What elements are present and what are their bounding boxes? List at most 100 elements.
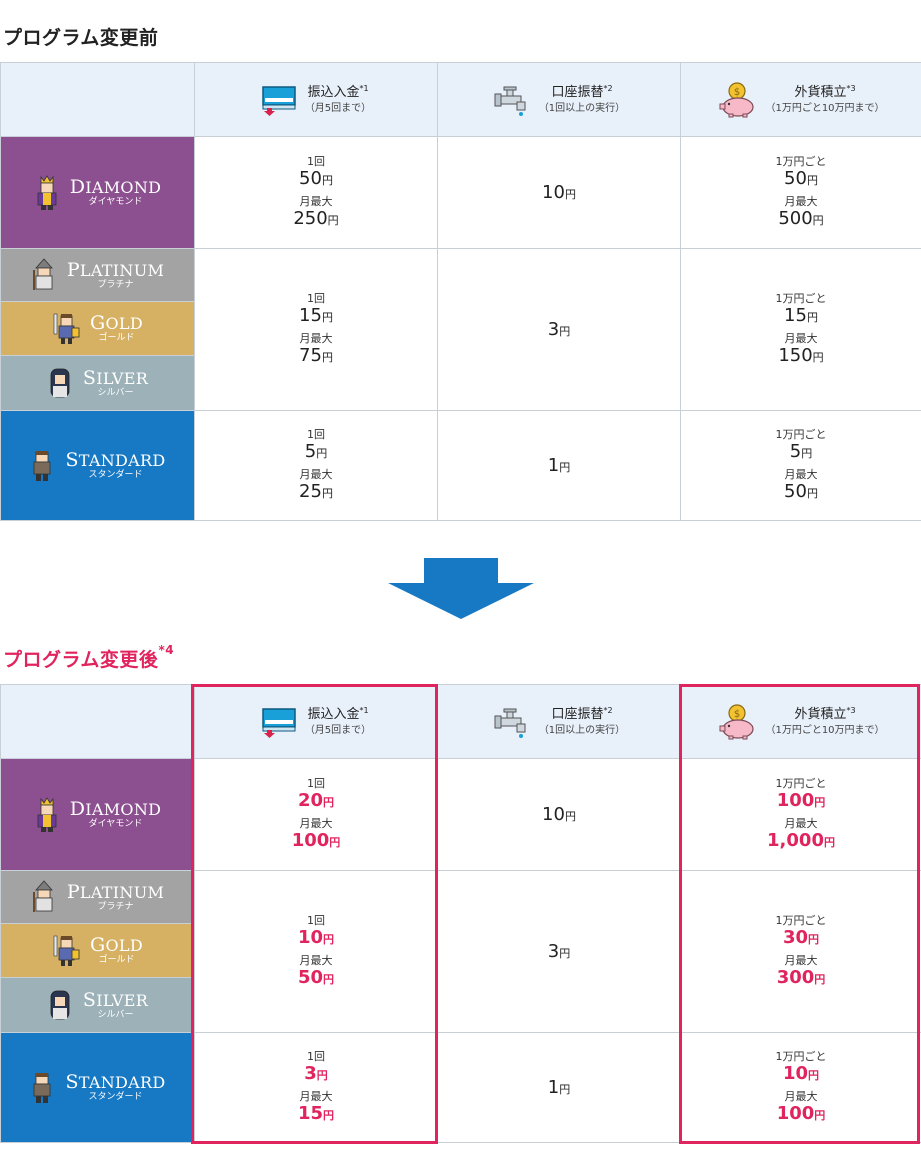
label-per-10k: 1万円ごと	[775, 777, 827, 791]
tier-silver-kana: シルバー	[97, 387, 134, 398]
tier-gold: GOLD ゴールド	[0, 301, 195, 356]
label-monthly-max: 月最大	[299, 468, 333, 481]
transfer-card-icon	[262, 707, 296, 738]
row-standard: STANDARD スタンダード 1回 3円 月最大 15円 1円 1万円ごと 1…	[0, 1032, 921, 1143]
tier-gold-kana: ゴールド	[98, 333, 135, 343]
yen-unit: 円	[564, 810, 576, 823]
header-debit-name: 口座振替	[551, 706, 604, 722]
cell-after-standard-fx: 1万円ごと 10円 月最大 100円	[680, 1032, 921, 1143]
value-debit: 3	[547, 941, 560, 962]
header-row: 振込入金*1 （月5回まで） 口座振替*2 （1回以上の実行）	[0, 684, 921, 759]
header-fx-sub: （1万円ごと10万円まで）	[765, 102, 885, 114]
yen-unit: 円	[808, 933, 820, 947]
yen-unit: 円	[814, 1109, 826, 1123]
value-fx-max: 300	[776, 967, 815, 989]
header-fx-sup: *3	[846, 83, 856, 93]
silver-nun-icon	[50, 368, 70, 398]
tier-standard: STANDARD スタンダード	[0, 1032, 195, 1143]
tier-diamond-rest: IAMOND	[85, 178, 162, 198]
cell-before-standard-transfer: 1回 5円 月最大 25円	[194, 410, 438, 521]
yen-unit: 円	[812, 214, 824, 228]
label-per-time: 1回	[307, 155, 325, 169]
header-fx: $ 外貨積立*3 （1万円ごと10万円まで）	[680, 62, 921, 137]
value-fx-per: 30	[782, 927, 809, 949]
label-monthly-max: 月最大	[784, 954, 818, 967]
value-fx-per: 10	[782, 1063, 809, 1085]
cell-before-mid-debit: 3円	[437, 248, 681, 411]
header-transfer-sub: （月5回まで）	[304, 102, 372, 114]
label-monthly-max: 月最大	[784, 332, 818, 345]
label-per-10k: 1万円ごと	[775, 292, 827, 306]
cell-before-diamond-transfer: 1回 50円 月最大 250円	[194, 136, 438, 249]
yen-unit: 円	[814, 973, 826, 987]
tier-diamond-rest: IAMOND	[85, 800, 162, 820]
value-fx-per: 5	[789, 441, 802, 463]
yen-unit: 円	[323, 933, 335, 947]
label-per-10k: 1万円ごと	[775, 155, 827, 169]
platinum-wizard-icon	[32, 258, 53, 290]
cell-before-standard-fx: 1万円ごと 5円 月最大 50円	[680, 410, 921, 521]
tier-standard-cap: S	[65, 1071, 79, 1094]
yen-unit: 円	[321, 487, 333, 501]
tier-gold: GOLD ゴールド	[0, 923, 195, 978]
yen-unit: 円	[812, 351, 824, 365]
title-after-sup: *4	[158, 643, 175, 657]
value-fx-max: 500	[778, 208, 813, 230]
row-silver: SILVER シルバー	[0, 355, 921, 411]
header-empty-cell	[0, 62, 195, 137]
cell-before-diamond-debit: 10円	[437, 136, 681, 249]
transfer-card-icon	[262, 85, 296, 116]
value-transfer-once: 5	[304, 441, 317, 463]
standard-villager-icon	[34, 1072, 51, 1103]
cell-after-standard-debit: 1円	[437, 1032, 681, 1143]
yen-unit: 円	[327, 214, 339, 228]
row-platinum: PLATINUM プラチナ 1回 15円 月最大 75円 3円 1万円ごと 15…	[0, 248, 921, 411]
value-debit: 3	[547, 319, 560, 340]
yen-unit: 円	[806, 311, 818, 325]
tier-silver-rest: ILVER	[96, 990, 149, 1010]
cell-before-mid-fx: 1万円ごと 15円 月最大 150円	[680, 248, 921, 411]
header-transfer-name: 振込入金	[307, 84, 360, 100]
header-empty-cell	[0, 684, 195, 759]
cell-before-mid-transfer: 1回 15円 月最大 75円	[194, 248, 438, 411]
tier-silver-kana: シルバー	[97, 1009, 134, 1020]
title-before: プログラム変更前	[3, 27, 159, 49]
title-after: プログラム変更後*4	[3, 643, 175, 672]
label-per-time: 1回	[307, 914, 325, 928]
value-transfer-max: 50	[297, 967, 324, 989]
title-after-text: プログラム変更後	[3, 649, 159, 671]
faucet-icon	[494, 86, 526, 116]
value-transfer-max: 25	[299, 481, 322, 503]
header-debit: 口座振替*2 （1回以上の実行）	[437, 684, 681, 759]
label-per-10k: 1万円ごと	[775, 428, 827, 442]
tier-platinum-kana: プラチナ	[97, 901, 134, 912]
faucet-icon	[494, 708, 526, 738]
row-standard: STANDARD スタンダード 1回 5円 月最大 25円 1円 1万円ごと 5…	[0, 410, 921, 521]
cell-after-mid-fx: 1万円ごと 30円 月最大 300円	[680, 870, 921, 1033]
tier-standard-rest: TANDARD	[78, 1073, 166, 1093]
row-silver: SILVER シルバー	[0, 977, 921, 1033]
value-fx-max: 100	[776, 1103, 815, 1125]
tier-gold-kana: ゴールド	[98, 955, 135, 965]
gold-knight-icon	[53, 313, 80, 344]
tier-platinum-cap: P	[66, 258, 80, 281]
value-debit: 10	[542, 182, 565, 203]
header-row: 振込入金*1 （月5回まで） 口座振替*2 （1回以上の実行）	[0, 62, 921, 137]
value-fx-max: 50	[784, 481, 807, 503]
tier-standard: STANDARD スタンダード	[0, 410, 195, 521]
value-transfer-max: 75	[299, 345, 322, 367]
header-fx-sup: *3	[846, 705, 856, 715]
value-debit: 10	[542, 804, 565, 825]
tier-standard-cap: S	[65, 449, 79, 472]
tier-gold-rest: OLD	[105, 314, 143, 334]
yen-unit: 円	[564, 188, 576, 201]
piggy-bank-icon: $	[719, 81, 755, 117]
cell-after-mid-transfer: 1回 10円 月最大 50円	[194, 870, 438, 1033]
svg-text:$: $	[734, 709, 740, 720]
header-debit-sup: *2	[603, 83, 613, 93]
table-before: 振込入金*1 （月5回まで） 口座振替*2 （1回以上の実行）	[0, 62, 921, 521]
label-per-10k: 1万円ごと	[775, 1050, 827, 1064]
row-gold: GOLD ゴールド	[0, 301, 921, 356]
cell-after-diamond-transfer: 1回 20円 月最大 100円	[194, 758, 438, 871]
label-per-10k: 1万円ごと	[775, 914, 827, 928]
